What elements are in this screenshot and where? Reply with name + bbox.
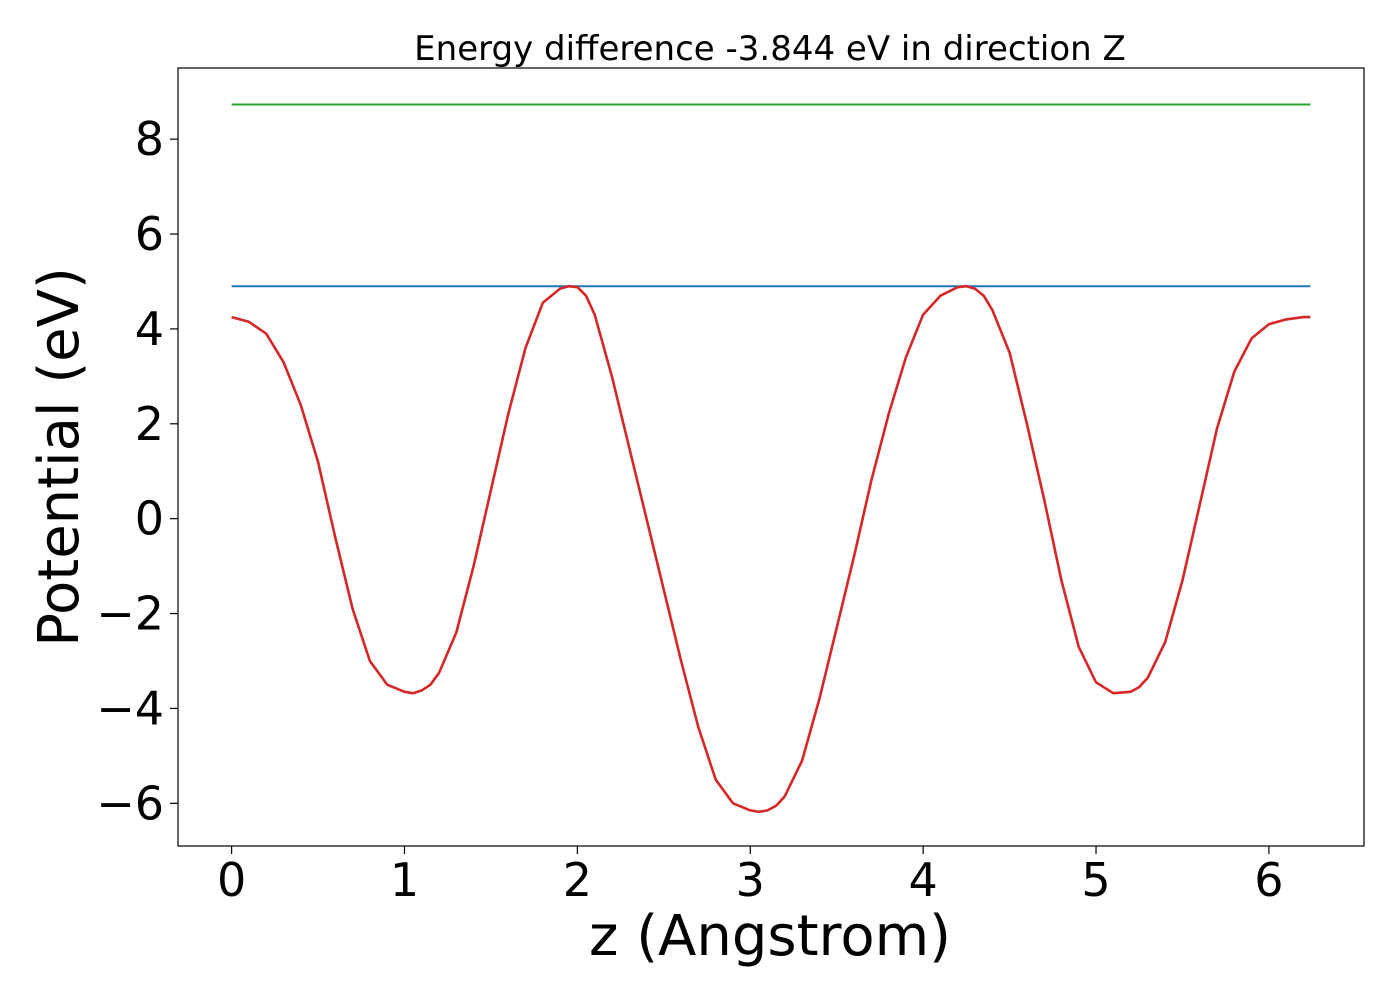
y-axis: −6 −4 −2 0 2 4 6 8	[96, 112, 178, 830]
x-tick-label: 0	[217, 853, 246, 907]
y-tick-label: 8	[135, 112, 164, 166]
x-axis: 0 1 2 3 4 5 6	[217, 846, 1284, 907]
y-tick-label: −6	[96, 776, 164, 830]
x-tick-label: 5	[1081, 853, 1110, 907]
y-axis-label: Potential (eV)	[27, 267, 92, 647]
series-layer	[231, 103, 1311, 814]
y-tick-label: −2	[96, 587, 164, 641]
x-tick-label: 4	[908, 853, 937, 907]
x-tick-label: 3	[736, 853, 765, 907]
y-tick-label: 0	[135, 492, 164, 546]
series-line-2	[231, 284, 1311, 814]
x-tick-label: 6	[1254, 853, 1283, 907]
y-tick-label: 4	[135, 302, 164, 356]
x-axis-label: z (Angstrom)	[589, 904, 951, 969]
y-tick-label: 2	[135, 397, 164, 451]
x-tick-label: 1	[390, 853, 419, 907]
y-tick-label: 6	[135, 207, 164, 261]
y-tick-label: −4	[96, 681, 164, 735]
chart-title: Energy difference -3.844 eV in direction…	[414, 29, 1126, 69]
x-tick-label: 2	[563, 853, 592, 907]
plot-frame	[177, 67, 1365, 847]
